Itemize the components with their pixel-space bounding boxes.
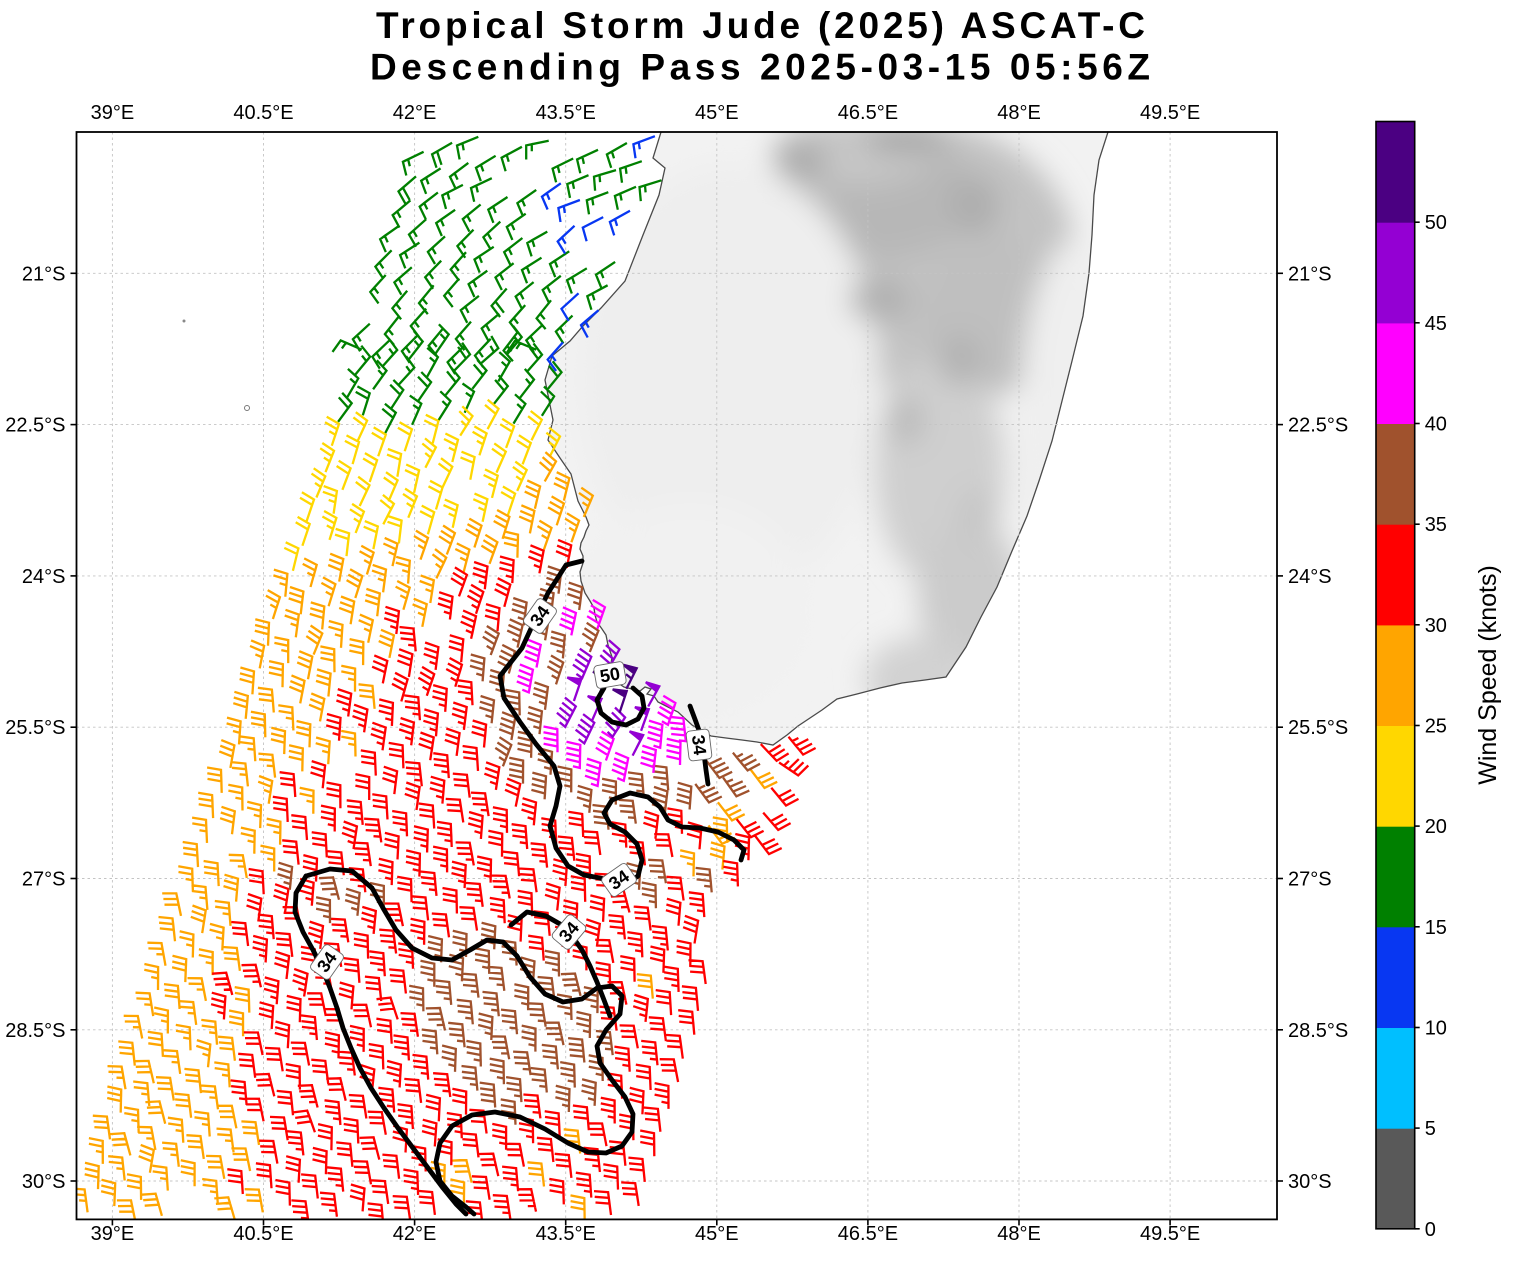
svg-text:48°E: 48°E: [997, 1223, 1041, 1245]
svg-text:24°S: 24°S: [22, 566, 66, 588]
svg-text:15: 15: [1425, 917, 1447, 939]
svg-text:27°S: 27°S: [22, 869, 66, 891]
svg-text:40.5°E: 40.5°E: [233, 1223, 293, 1245]
svg-text:46.5°E: 46.5°E: [838, 1223, 898, 1245]
svg-text:39°E: 39°E: [91, 102, 135, 124]
svg-text:43.5°E: 43.5°E: [536, 102, 596, 124]
svg-text:40: 40: [1425, 414, 1447, 436]
svg-text:50: 50: [598, 663, 621, 686]
svg-text:22.5°S: 22.5°S: [5, 415, 65, 437]
svg-text:45°E: 45°E: [695, 1223, 739, 1245]
svg-text:21°S: 21°S: [1288, 263, 1332, 285]
svg-text:42°E: 42°E: [393, 1223, 437, 1245]
svg-text:28.5°S: 28.5°S: [1288, 1020, 1348, 1042]
svg-text:Wind Speed (knots): Wind Speed (knots): [1474, 565, 1502, 785]
svg-text:25.5°S: 25.5°S: [5, 717, 65, 739]
svg-text:24°S: 24°S: [1288, 566, 1332, 588]
svg-text:22.5°S: 22.5°S: [1288, 415, 1348, 437]
svg-text:30°S: 30°S: [22, 1171, 66, 1193]
svg-text:0: 0: [1425, 1219, 1436, 1241]
svg-text:34: 34: [688, 734, 710, 756]
svg-text:46.5°E: 46.5°E: [838, 102, 898, 124]
svg-text:43.5°E: 43.5°E: [536, 1223, 596, 1245]
svg-text:49.5°E: 49.5°E: [1140, 1223, 1200, 1245]
svg-text:50: 50: [1425, 212, 1447, 234]
svg-text:30: 30: [1425, 615, 1447, 637]
svg-text:48°E: 48°E: [997, 102, 1041, 124]
svg-text:30°S: 30°S: [1288, 1171, 1332, 1193]
svg-text:25: 25: [1425, 716, 1447, 738]
svg-text:21°S: 21°S: [22, 263, 66, 285]
svg-text:45°E: 45°E: [695, 102, 739, 124]
svg-text:45: 45: [1425, 313, 1447, 335]
svg-text:42°E: 42°E: [393, 102, 437, 124]
svg-text:5: 5: [1425, 1118, 1436, 1140]
svg-text:25.5°S: 25.5°S: [1288, 717, 1348, 739]
svg-text:Tropical Storm Jude (2025) ASC: Tropical Storm Jude (2025) ASCAT-C: [376, 5, 1145, 46]
svg-text:39°E: 39°E: [91, 1223, 135, 1245]
svg-text:28.5°S: 28.5°S: [5, 1020, 65, 1042]
svg-text:10: 10: [1425, 1018, 1447, 1040]
svg-text:35: 35: [1425, 514, 1447, 536]
svg-text:20: 20: [1425, 816, 1447, 838]
svg-text:27°S: 27°S: [1288, 869, 1332, 891]
svg-text:49.5°E: 49.5°E: [1140, 102, 1200, 124]
svg-text:40.5°E: 40.5°E: [233, 102, 293, 124]
